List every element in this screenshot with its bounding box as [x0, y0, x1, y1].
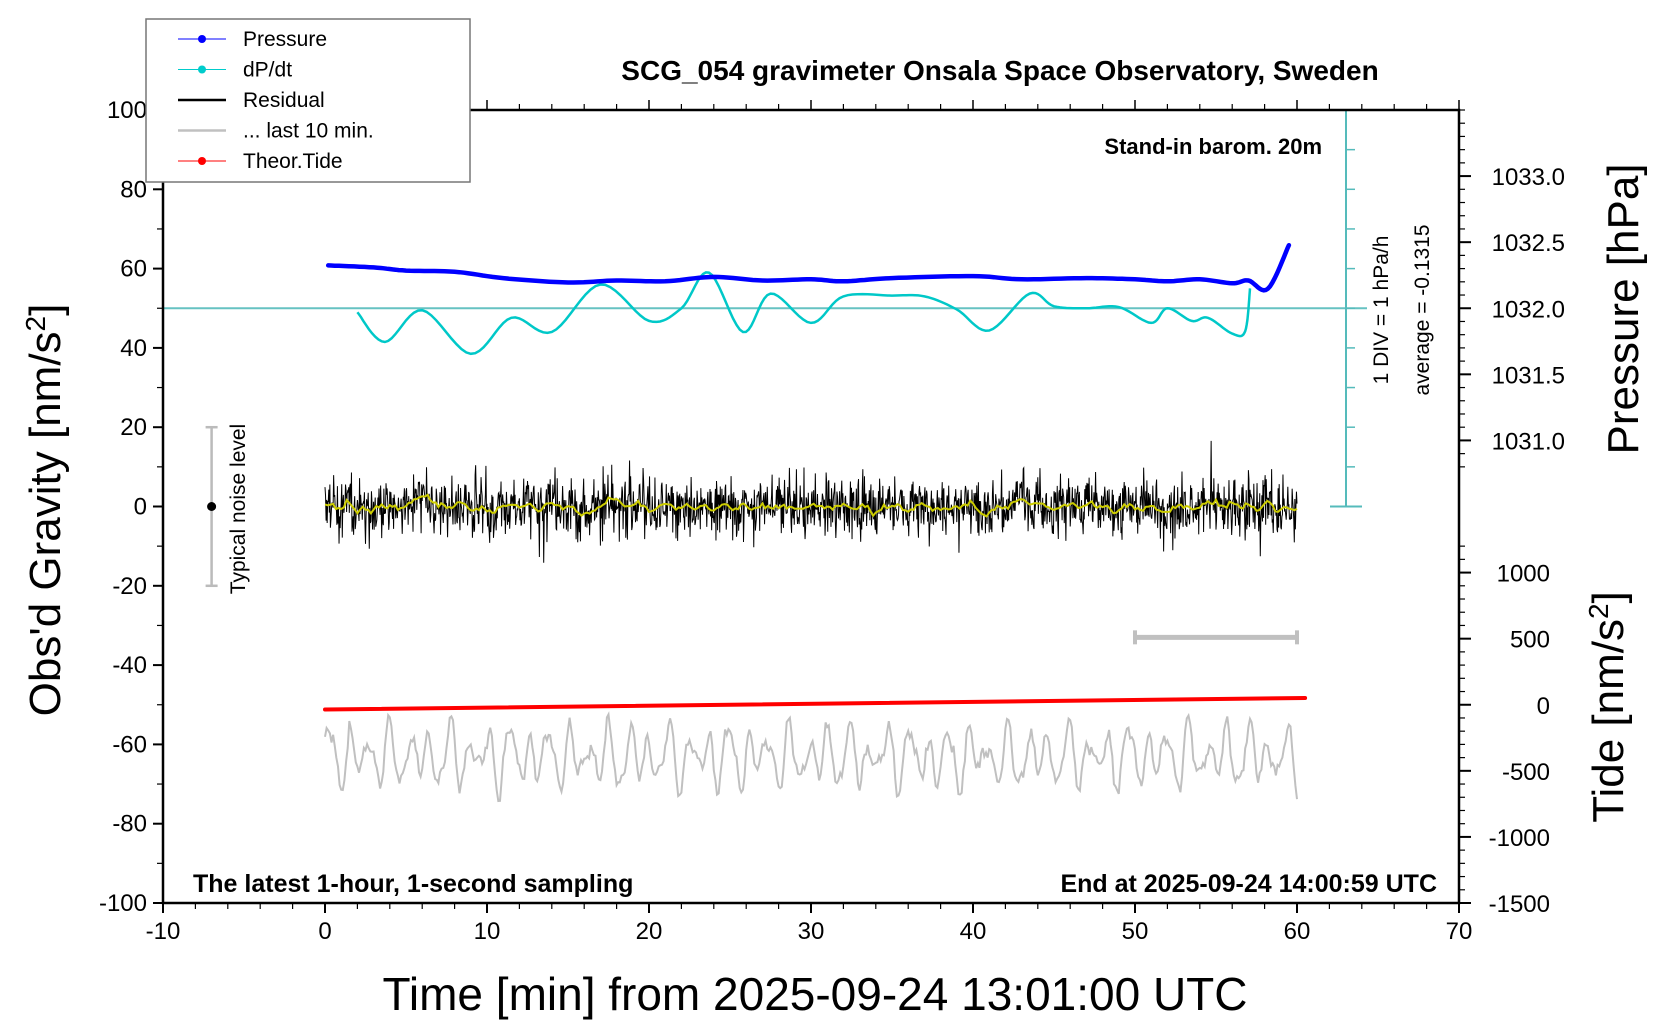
pressure-axis-label: Pressure [hPa] [1599, 163, 1648, 454]
y-tick-label: -100 [99, 890, 147, 917]
legend-label: Residual [243, 89, 325, 112]
x-tick-label: 70 [1446, 918, 1473, 945]
sampling-note: The latest 1-hour, 1-second sampling [193, 870, 633, 898]
tide-tick-label: 0 [1537, 693, 1550, 720]
y-axis-label: Obs'd Gravity [nm/s2] [20, 304, 71, 717]
y-tick-label: -20 [112, 573, 147, 600]
x-tick-label: -10 [146, 918, 181, 945]
pressure-series-line [325, 242, 1292, 293]
x-tick-label: 40 [960, 918, 987, 945]
legend-item: Theor.Tide [178, 150, 343, 173]
noise-level-dot [207, 502, 217, 511]
chart-title: SCG_054 gravimeter Onsala Space Observat… [621, 55, 1378, 86]
y-tick-label: 60 [120, 256, 147, 283]
dpdt-div-label: 1 DIV = 1 hPa/h [1370, 236, 1393, 385]
barometer-note: Stand-in barom. 20m [1104, 134, 1322, 159]
last10-series-line [324, 711, 1298, 803]
x-tick-label: 60 [1284, 918, 1311, 945]
x-tick-label: 0 [318, 918, 331, 945]
noise-level-label: Typical noise level [227, 424, 250, 594]
tide-tick-label: 500 [1510, 627, 1550, 654]
tide-axis-label: Tide [nm/s2] [1583, 591, 1634, 823]
legend-item: ... last 10 min. [178, 120, 374, 143]
legend-item: Residual [178, 89, 325, 112]
dpdt-series-line [356, 271, 1252, 356]
pressure-tick-label: 1032.5 [1492, 230, 1565, 257]
x-axis-label: Time [min] from 2025-09-24 13:01:00 UTC [383, 968, 1248, 1020]
x-tick-label: 30 [798, 918, 825, 945]
legend-label: ... last 10 min. [243, 120, 374, 143]
legend: Pressure dP/dt Residual ... last 10 min. The… [145, 18, 471, 183]
tide-tick-label: -1000 [1489, 825, 1550, 852]
end-time-note: End at 2025-09-24 14:00:59 UTC [1060, 870, 1437, 898]
axes: -10 0 10 20 30 40 50 60 70100806040200-20-40-60-… [99, 97, 1565, 945]
y-tick-label: 100 [107, 97, 147, 124]
legend-swatch-dot [198, 35, 206, 43]
plot-content [163, 109, 1367, 803]
y-tick-label: 40 [120, 335, 147, 362]
legend-label: dP/dt [243, 59, 292, 82]
tide-tick-label: 1000 [1497, 561, 1550, 588]
pressure-tick-label: 1032.0 [1492, 296, 1565, 323]
residual-smoothed-line [324, 493, 1298, 518]
tide-tick-label: -1500 [1489, 891, 1550, 918]
x-tick-label: 20 [636, 918, 663, 945]
x-tick-label: 10 [474, 918, 501, 945]
tide-tick-label: -500 [1502, 759, 1550, 786]
residual-series-line [324, 440, 1298, 563]
legend-label: Pressure [243, 28, 327, 51]
dpdt-average-label: average = -0.1315 [1411, 224, 1434, 395]
legend-item: Pressure [178, 28, 327, 51]
y-tick-label: 80 [120, 176, 147, 203]
legend-swatch-dot [198, 157, 206, 165]
pressure-tick-label: 1031.5 [1492, 362, 1565, 389]
y-tick-label: -80 [112, 811, 147, 838]
legend-swatch-dot [198, 65, 206, 74]
legend-label: Theor.Tide [243, 150, 343, 173]
legend-item: dP/dt [178, 59, 292, 82]
pressure-tick-label: 1031.0 [1492, 428, 1565, 455]
y-tick-label: -60 [112, 731, 147, 758]
y-tick-label: 0 [134, 494, 147, 521]
y-tick-label: 20 [120, 414, 147, 441]
y-tick-label: -40 [112, 652, 147, 679]
tide-series-line [323, 696, 1308, 712]
pressure-tick-label: 1033.0 [1492, 164, 1565, 191]
x-tick-label: 50 [1122, 918, 1149, 945]
